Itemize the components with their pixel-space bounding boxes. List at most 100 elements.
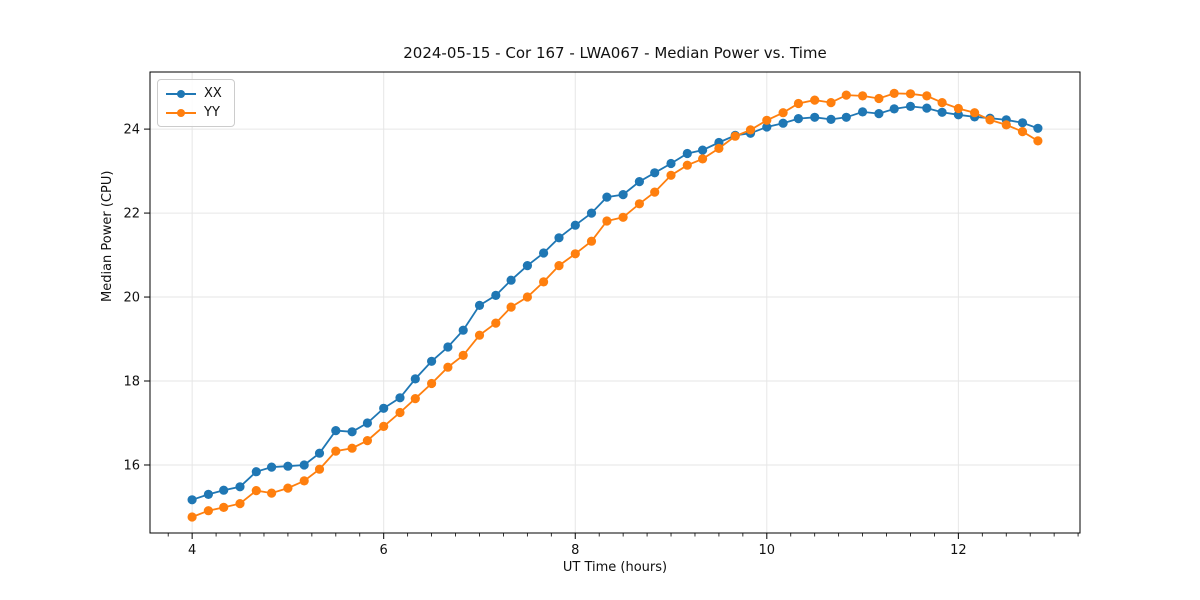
- series-yy-point: [219, 502, 229, 512]
- series-yy-point: [474, 330, 485, 340]
- series-yy-point: [522, 292, 533, 302]
- y-tick-label: 24: [123, 123, 140, 138]
- series-xx-point: [539, 248, 549, 258]
- series-xx-point: [458, 325, 468, 335]
- legend-item-xx: XX: [166, 86, 222, 101]
- series-xx-point: [283, 461, 293, 471]
- plot-area-border: [149, 71, 1081, 534]
- series-yy-point: [858, 91, 868, 101]
- legend-label-yy: YY: [204, 105, 220, 120]
- series-yy-point: [985, 115, 995, 125]
- series-xx-point: [522, 261, 533, 271]
- series-yy-point: [905, 89, 916, 99]
- series-yy-point: [826, 98, 836, 108]
- series-yy-point: [347, 443, 357, 453]
- series-yy-point: [314, 464, 325, 474]
- x-tick-label: 12: [950, 543, 967, 558]
- series-yy-point: [953, 103, 964, 114]
- series-yy-point: [554, 261, 564, 271]
- series-xx-point: [905, 101, 916, 111]
- series-yy-point: [714, 143, 724, 153]
- series-yy-point: [267, 488, 277, 498]
- x-tick-label: 10: [759, 543, 776, 558]
- series-yy-point: [810, 95, 820, 105]
- series-xx-point: [362, 418, 372, 428]
- series-yy-point: [874, 93, 884, 104]
- series-yy-point: [539, 277, 549, 287]
- series-yy-point: [410, 394, 420, 404]
- series-xx-point: [410, 374, 420, 384]
- legend-label-xx: XX: [204, 86, 222, 101]
- legend: XX YY: [157, 79, 235, 127]
- series-xx-point: [826, 114, 836, 124]
- series-xx-point: [506, 275, 516, 285]
- series-xx-point: [267, 462, 277, 472]
- series-xx-point: [251, 467, 261, 477]
- series-yy-point: [427, 378, 437, 389]
- series-yy-point: [602, 216, 612, 226]
- series-xx-point: [235, 482, 245, 492]
- series-xx-point: [219, 485, 229, 495]
- series-xx-point: [187, 495, 197, 505]
- x-tick-label: 6: [380, 543, 388, 558]
- series-xx-point: [570, 220, 580, 230]
- series-xx-line: [191, 105, 1039, 501]
- series-yy-point: [778, 108, 788, 118]
- y-tick-label: 20: [123, 291, 140, 306]
- series-yy-point: [586, 236, 597, 246]
- series-yy-point: [618, 212, 628, 222]
- series-yy-point: [1033, 136, 1043, 146]
- series-xx-point: [953, 110, 964, 120]
- series-yy-point: [793, 98, 804, 109]
- series-xx-point: [1017, 118, 1028, 128]
- series-yy-point: [922, 91, 932, 101]
- series-yy-point: [491, 318, 501, 328]
- series-yy-point: [283, 483, 293, 493]
- y-tick-label: 22: [123, 207, 140, 222]
- series-xx-point: [682, 148, 692, 159]
- series-yy-point: [841, 90, 851, 100]
- series-yy-point: [458, 350, 468, 360]
- series-yy-point: [187, 512, 197, 522]
- series-yy-point: [443, 362, 453, 372]
- series-xx-point: [203, 489, 213, 499]
- x-tick-label: 4: [188, 543, 196, 558]
- series-yy-point: [682, 160, 692, 170]
- series-xx-point: [314, 448, 325, 458]
- series-xx-point: [443, 342, 453, 352]
- series-xx-point: [810, 112, 820, 122]
- series-xx-point: [347, 427, 357, 437]
- series-xx-point: [634, 177, 645, 187]
- series-yy-point: [331, 446, 341, 456]
- series-xx-point: [937, 107, 947, 117]
- series-xx-point: [874, 109, 884, 119]
- y-tick-label: 16: [123, 458, 140, 473]
- series-xx-point: [922, 103, 932, 113]
- series-xx-point: [331, 426, 341, 436]
- series-yy-point: [762, 115, 772, 125]
- series-xx-point: [841, 112, 851, 122]
- series-xx-point: [858, 107, 868, 117]
- series-xx-point: [650, 168, 660, 178]
- series-xx-point: [586, 208, 597, 218]
- series-yy-point: [506, 302, 516, 312]
- series-xx-point: [618, 190, 628, 200]
- series-yy-point: [299, 476, 309, 486]
- series-xx-point: [491, 290, 501, 300]
- series-yy-point: [889, 88, 899, 98]
- series-xx-point: [698, 145, 708, 155]
- series-xx-point: [778, 118, 788, 128]
- series-xx-point: [889, 104, 899, 114]
- series-yy-point: [634, 199, 645, 209]
- series-yy-point: [235, 499, 245, 509]
- series-yy-point: [650, 187, 660, 197]
- series-yy-point: [395, 407, 405, 418]
- y-tick-label: 18: [123, 375, 140, 390]
- series-xx-point: [379, 403, 389, 413]
- series-xx-marker-icon: [166, 89, 196, 99]
- series-yy-point: [570, 249, 580, 259]
- series-yy-point: [937, 98, 947, 108]
- series-yy-point: [1017, 127, 1028, 137]
